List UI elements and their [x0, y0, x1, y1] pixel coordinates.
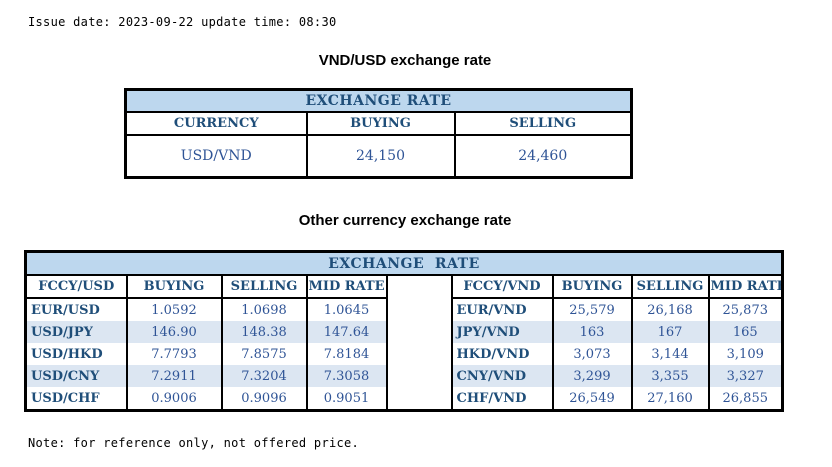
- pair-cell: EUR/USD: [24, 298, 128, 321]
- buying-cell: 26,549: [551, 387, 633, 411]
- column-header-selling: SELLING: [453, 111, 633, 136]
- exchange-rate-banner: EXCHANGE RATE: [24, 251, 784, 276]
- buying-cell: 163: [551, 321, 633, 343]
- pair-cell: USD/CNY: [24, 365, 128, 387]
- reference-note-line: Note: for reference only, not offered pr…: [28, 436, 360, 450]
- column-header-buying-right: BUYING: [551, 275, 633, 299]
- other-currency-section-title: Other currency exchange rate: [298, 212, 512, 229]
- table-row-usd-vnd: USD/VND 24,150 24,460: [124, 134, 633, 179]
- selling-cell: 167: [630, 321, 710, 343]
- buying-cell: 7.2911: [125, 365, 223, 387]
- midrate-cell: 26,855: [707, 387, 784, 411]
- selling-cell: 26,168: [630, 298, 710, 321]
- pair-cell: CHF/VND: [450, 387, 554, 411]
- selling-cell: 27,160: [630, 387, 710, 411]
- selling-cell: 1.0698: [220, 298, 308, 321]
- table-header-row: FCCY/USD BUYING SELLING MID RATE FCCY/VN…: [24, 275, 784, 412]
- pair-cell: USD/HKD: [24, 343, 128, 365]
- pair-cell: JPY/VND: [450, 321, 554, 343]
- column-header-buying: BUYING: [305, 111, 456, 136]
- buying-cell: 3,299: [551, 365, 633, 387]
- selling-rate-cell: 24,460: [453, 134, 633, 179]
- buying-cell: 3,073: [551, 343, 633, 365]
- midrate-cell: 3,109: [707, 343, 784, 365]
- midrate-cell: 3,327: [707, 365, 784, 387]
- spacer-column: [385, 275, 453, 412]
- column-header-midrate-left: MID RATE: [305, 275, 388, 299]
- other-currency-rate-table: EXCHANGE RATE FCCY/USD BUYING SELLING MI…: [24, 250, 784, 412]
- issue-date-line: Issue date: 2023-09-22 update time: 08:3…: [28, 15, 337, 29]
- currency-pair-cell: USD/VND: [124, 134, 308, 179]
- pair-cell: HKD/VND: [450, 343, 554, 365]
- pair-cell: EUR/VND: [450, 298, 554, 321]
- column-header-currency: CURRENCY: [124, 111, 308, 136]
- selling-cell: 148.38: [220, 321, 308, 343]
- pair-cell: USD/JPY: [24, 321, 128, 343]
- midrate-cell: 1.0645: [305, 298, 388, 321]
- selling-cell: 3,144: [630, 343, 710, 365]
- selling-cell: 7.8575: [220, 343, 308, 365]
- midrate-cell: 147.64: [305, 321, 388, 343]
- column-header-selling-left: SELLING: [220, 275, 308, 299]
- table-banner-row: EXCHANGE RATE: [24, 251, 784, 276]
- table-row-hkd: USD/HKD 7.7793 7.8575 7.8184 HKD/VND 3,0…: [24, 343, 784, 365]
- buying-rate-cell: 24,150: [305, 134, 456, 179]
- table-header-row: CURRENCY BUYING SELLING: [124, 111, 633, 136]
- vnd-usd-rate-table: EXCHANGE RATE CURRENCY BUYING SELLING US…: [124, 88, 634, 179]
- buying-cell: 1.0592: [125, 298, 223, 321]
- table-row-chf: USD/CHF 0.9006 0.9096 0.9051 CHF/VND 26,…: [24, 387, 784, 411]
- column-header-buying-left: BUYING: [125, 275, 223, 299]
- selling-cell: 7.3204: [220, 365, 308, 387]
- selling-cell: 0.9096: [220, 387, 308, 411]
- column-header-selling-right: SELLING: [630, 275, 710, 299]
- buying-cell: 7.7793: [125, 343, 223, 365]
- pair-cell: USD/CHF: [24, 387, 128, 411]
- midrate-cell: 7.8184: [305, 343, 388, 365]
- buying-cell: 146.90: [125, 321, 223, 343]
- buying-cell: 0.9006: [125, 387, 223, 411]
- selling-cell: 3,355: [630, 365, 710, 387]
- column-header-fccy-usd: FCCY/USD: [24, 275, 128, 299]
- midrate-cell: 25,873: [707, 298, 784, 321]
- midrate-cell: 7.3058: [305, 365, 388, 387]
- table-row-cny: USD/CNY 7.2911 7.3204 7.3058 CNY/VND 3,2…: [24, 365, 784, 387]
- midrate-cell: 165: [707, 321, 784, 343]
- exchange-rate-banner: EXCHANGE RATE: [124, 88, 633, 113]
- table-row-eur: EUR/USD 1.0592 1.0698 1.0645 EUR/VND 25,…: [24, 298, 784, 321]
- column-header-fccy-vnd: FCCY/VND: [450, 275, 554, 299]
- table-banner-row: EXCHANGE RATE: [124, 88, 633, 113]
- vnd-usd-section-title: VND/USD exchange rate: [318, 52, 492, 69]
- pair-cell: CNY/VND: [450, 365, 554, 387]
- column-header-midrate-right: MID RATE: [707, 275, 784, 299]
- midrate-cell: 0.9051: [305, 387, 388, 411]
- table-row-jpy: USD/JPY 146.90 148.38 147.64 JPY/VND 163…: [24, 321, 784, 343]
- buying-cell: 25,579: [551, 298, 633, 321]
